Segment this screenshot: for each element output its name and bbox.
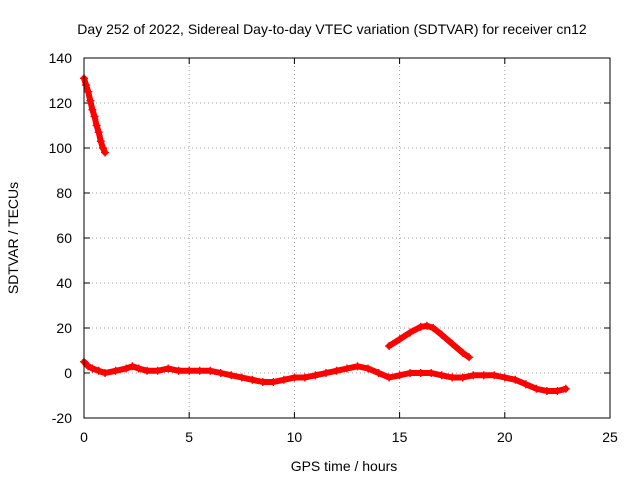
data-point — [269, 378, 278, 386]
y-tick-label: 140 — [49, 50, 73, 66]
data-point — [143, 366, 152, 375]
series-line-segment-3 — [81, 358, 569, 394]
x-tick-label: 10 — [287, 429, 303, 445]
data-point — [128, 362, 137, 371]
data-point — [364, 364, 373, 373]
data-point — [458, 373, 467, 382]
x-tick-label: 5 — [185, 429, 193, 445]
data-point — [237, 373, 246, 382]
data-point — [134, 364, 143, 373]
data-point — [195, 366, 204, 375]
data-point — [111, 366, 120, 375]
data-point — [227, 371, 236, 380]
series-line-segment-2 — [386, 322, 472, 361]
data-point — [448, 373, 457, 382]
x-tick-label: 25 — [602, 429, 618, 445]
grid-layer — [84, 58, 610, 418]
data-point — [84, 362, 93, 371]
data-point — [94, 366, 103, 375]
data-point — [490, 371, 499, 380]
data-point — [385, 373, 394, 382]
data-point — [98, 144, 107, 152]
tick-label-layer: 0 5 10 15 20 25 -20 0 20 40 60 80 100 120 140 — [49, 50, 618, 445]
data-point — [248, 375, 257, 384]
data-point — [385, 342, 394, 350]
x-tick-label: 20 — [497, 429, 513, 445]
data-point — [532, 384, 541, 393]
y-tick-label: 120 — [49, 95, 73, 111]
data-point — [553, 387, 562, 395]
data-point — [96, 137, 105, 146]
data-point — [153, 366, 162, 375]
data-point — [206, 366, 215, 375]
data-point — [88, 364, 97, 373]
data-point — [290, 373, 299, 382]
data-point — [101, 148, 110, 157]
data-point — [448, 339, 457, 348]
x-tick-label: 15 — [392, 429, 408, 445]
y-tick-label: 60 — [56, 230, 72, 246]
data-point — [406, 369, 415, 377]
data-point — [561, 384, 570, 393]
data-point — [216, 369, 225, 377]
data-point — [374, 369, 383, 377]
data-point — [465, 353, 474, 362]
data-point — [416, 369, 425, 377]
data-point — [84, 87, 93, 96]
data-point — [479, 371, 488, 380]
data-point — [427, 369, 436, 377]
data-point — [422, 321, 431, 330]
data-point — [458, 348, 467, 357]
data-point — [521, 380, 530, 389]
y-tick-label: 40 — [56, 275, 72, 291]
plot-frame — [83, 57, 611, 419]
tick-layer — [83, 57, 611, 419]
y-axis-title: SDTVAR / TECUs — [5, 182, 21, 294]
data-point — [500, 373, 509, 382]
y-tick-label: -20 — [52, 410, 72, 426]
data-point — [343, 364, 351, 373]
data-point — [86, 96, 95, 105]
data-point — [174, 366, 183, 375]
data-point — [311, 371, 320, 380]
data-point — [82, 81, 91, 89]
data-point — [90, 112, 99, 121]
data-point — [300, 373, 309, 382]
y-tick-label: 20 — [56, 320, 72, 336]
data-point — [332, 366, 341, 375]
data-point — [416, 322, 425, 331]
chart-title: Day 252 of 2022, Sidereal Day-to-day VTE… — [77, 21, 587, 37]
data-point — [395, 371, 404, 380]
data-point — [353, 362, 362, 371]
y-tick-label: 80 — [56, 185, 72, 201]
data-point — [429, 324, 438, 332]
data-point — [92, 121, 101, 130]
data-layer — [80, 74, 570, 395]
x-tick-label: 0 — [80, 429, 88, 445]
data-point — [258, 378, 267, 386]
data-point — [279, 375, 288, 384]
data-point — [437, 371, 446, 380]
data-point — [101, 369, 110, 377]
data-point — [406, 328, 415, 337]
data-point — [395, 335, 404, 344]
data-point — [122, 364, 131, 373]
data-point — [511, 375, 520, 384]
y-tick-label: 100 — [49, 140, 73, 156]
data-point — [469, 371, 478, 380]
data-point — [88, 105, 97, 114]
y-tick-label: 0 — [64, 365, 72, 381]
data-point — [437, 330, 446, 339]
data-point — [542, 387, 551, 395]
data-point — [185, 366, 194, 375]
data-point — [321, 369, 330, 377]
x-axis-title: GPS time / hours — [291, 458, 398, 474]
data-point — [164, 364, 173, 373]
data-point — [94, 128, 103, 137]
